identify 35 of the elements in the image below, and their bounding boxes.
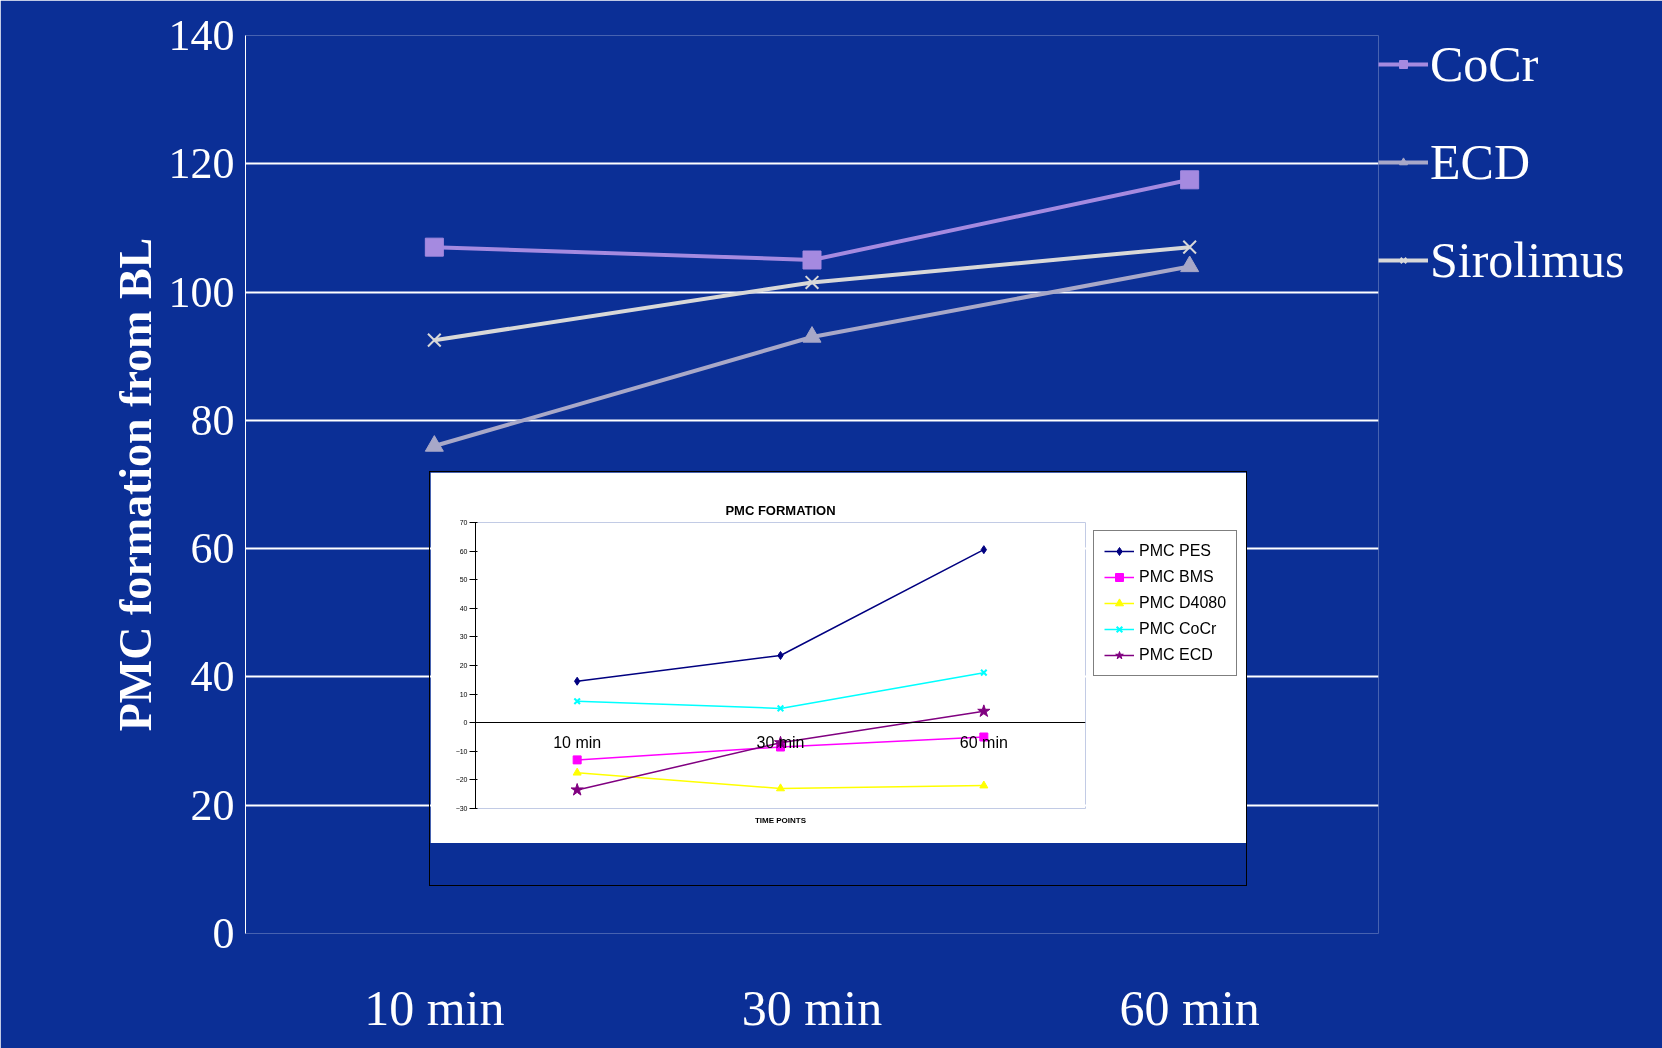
point <box>777 650 784 660</box>
point <box>977 704 991 717</box>
x-tick-label: 30 min <box>741 979 883 1036</box>
y-tick-label: 80 <box>190 395 235 445</box>
x-tick-label: 60 min <box>959 733 1008 751</box>
legend-label: PMC PES <box>1139 542 1212 560</box>
point <box>776 783 785 792</box>
y-tick-label: 20 <box>190 780 235 830</box>
y-tick-label: 60 <box>190 524 235 574</box>
legend-label: PMC BMS <box>1139 568 1214 586</box>
point <box>979 780 989 789</box>
point <box>573 697 581 706</box>
y-tick-label: 120 <box>168 139 235 189</box>
point <box>776 704 785 713</box>
y-axis-title: PMC formation from BL <box>109 237 161 732</box>
legend-label: PMC D4080 <box>1139 594 1227 612</box>
y-tick-label: 100 <box>168 267 235 317</box>
x-tick-label: 10 min <box>364 979 505 1036</box>
point <box>572 767 582 776</box>
y-tick-label: 40 <box>190 652 235 702</box>
point <box>570 783 584 796</box>
legend-label: PMC CoCr <box>1139 620 1217 638</box>
legend-label: ECD <box>1430 133 1530 191</box>
legend-label: CoCr <box>1430 35 1539 93</box>
point <box>572 755 582 765</box>
chart-title: PMC FORMATION <box>725 502 836 518</box>
x-tick-label: 60 min <box>1119 979 1260 1036</box>
y-tick-label: 140 <box>168 11 235 60</box>
point <box>980 545 987 555</box>
legend-label: PMC ECD <box>1139 646 1213 664</box>
x-tick-label: 10 min <box>553 733 602 751</box>
x-axis-title: TIME POINTS <box>754 815 807 825</box>
point <box>574 676 581 686</box>
legend-label: Sirolimus <box>1430 231 1625 289</box>
y-tick-label: 0 <box>212 909 235 958</box>
